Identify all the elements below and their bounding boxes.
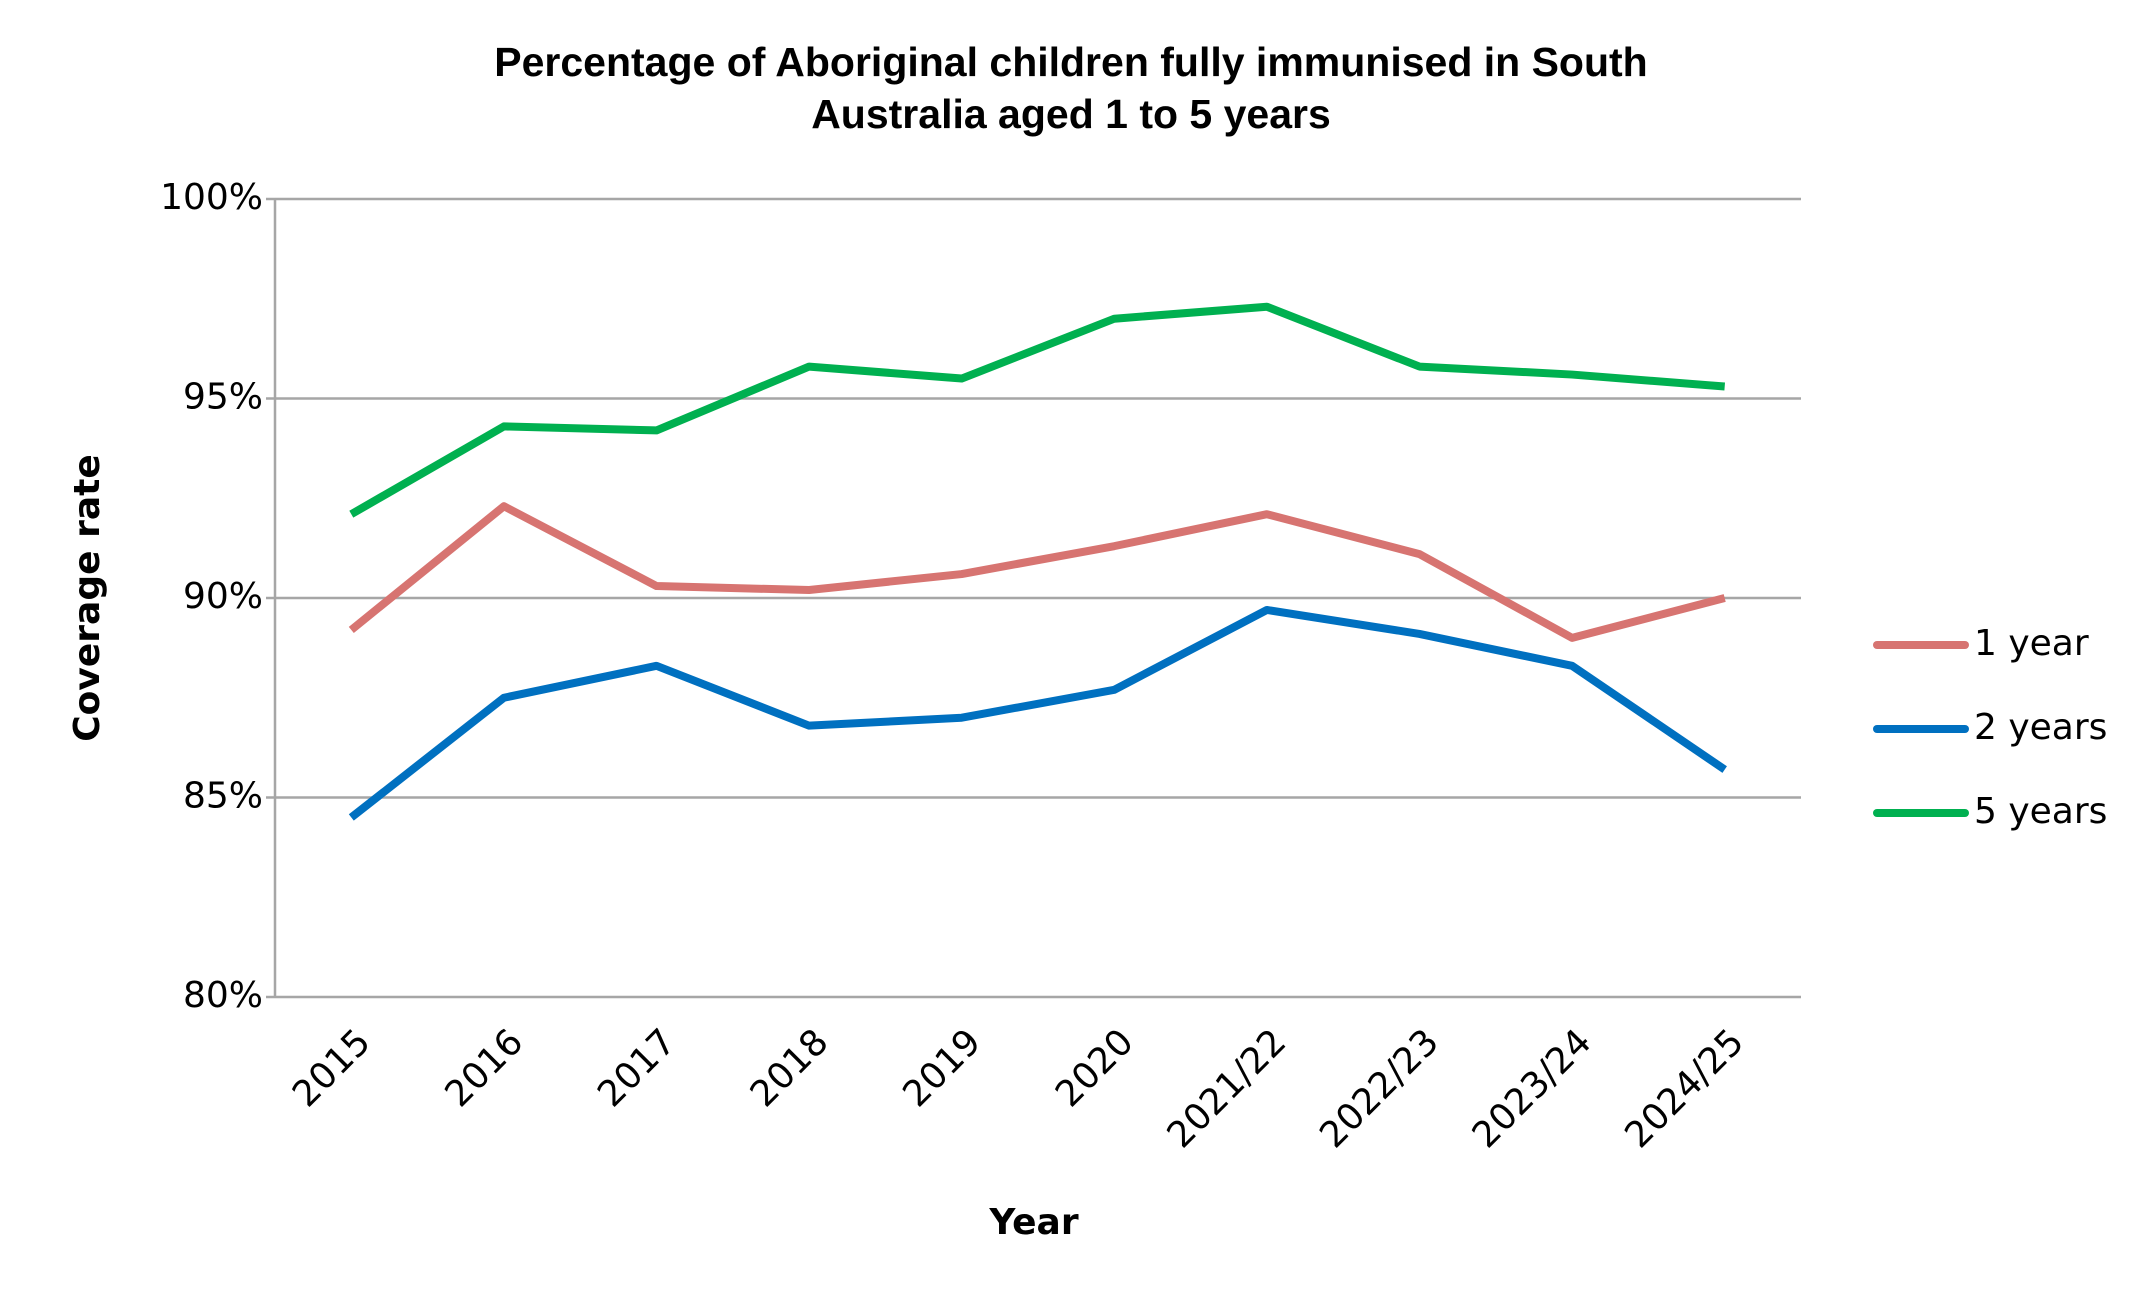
legend-label: 2 years xyxy=(1974,707,2107,748)
x-tick-label: 2020 xyxy=(1048,1021,1142,1115)
x-tick-label: 2021/22 xyxy=(1160,1021,1295,1156)
series-line xyxy=(349,302,1726,518)
x-tick-label: 2016 xyxy=(438,1021,532,1115)
x-tick-label: 2024/25 xyxy=(1617,1021,1752,1156)
x-tick-label: 2022/23 xyxy=(1312,1021,1447,1156)
x-tick-label: 2015 xyxy=(285,1021,379,1115)
y-tick-label: 80% xyxy=(183,975,263,1016)
legend-label: 5 years xyxy=(1974,791,2107,832)
y-axis-title: Coverage rate xyxy=(67,454,108,741)
y-tick-label: 85% xyxy=(183,776,263,817)
y-tick-label: 90% xyxy=(183,576,263,617)
chart-title: Percentage of Aboriginal children fully … xyxy=(494,39,1648,137)
series-line xyxy=(348,605,1727,821)
x-tick-label: 2019 xyxy=(895,1021,989,1115)
y-tick-label: 100% xyxy=(160,177,263,218)
y-tick-label: 95% xyxy=(183,377,263,418)
x-tick-label: 2018 xyxy=(743,1021,837,1115)
series-line xyxy=(348,502,1726,642)
x-tick-label: 2023/24 xyxy=(1465,1021,1600,1156)
legend-label: 1 year xyxy=(1974,623,2089,664)
x-axis-title: Year xyxy=(988,1202,1078,1243)
x-tick-label: 2017 xyxy=(590,1021,684,1115)
